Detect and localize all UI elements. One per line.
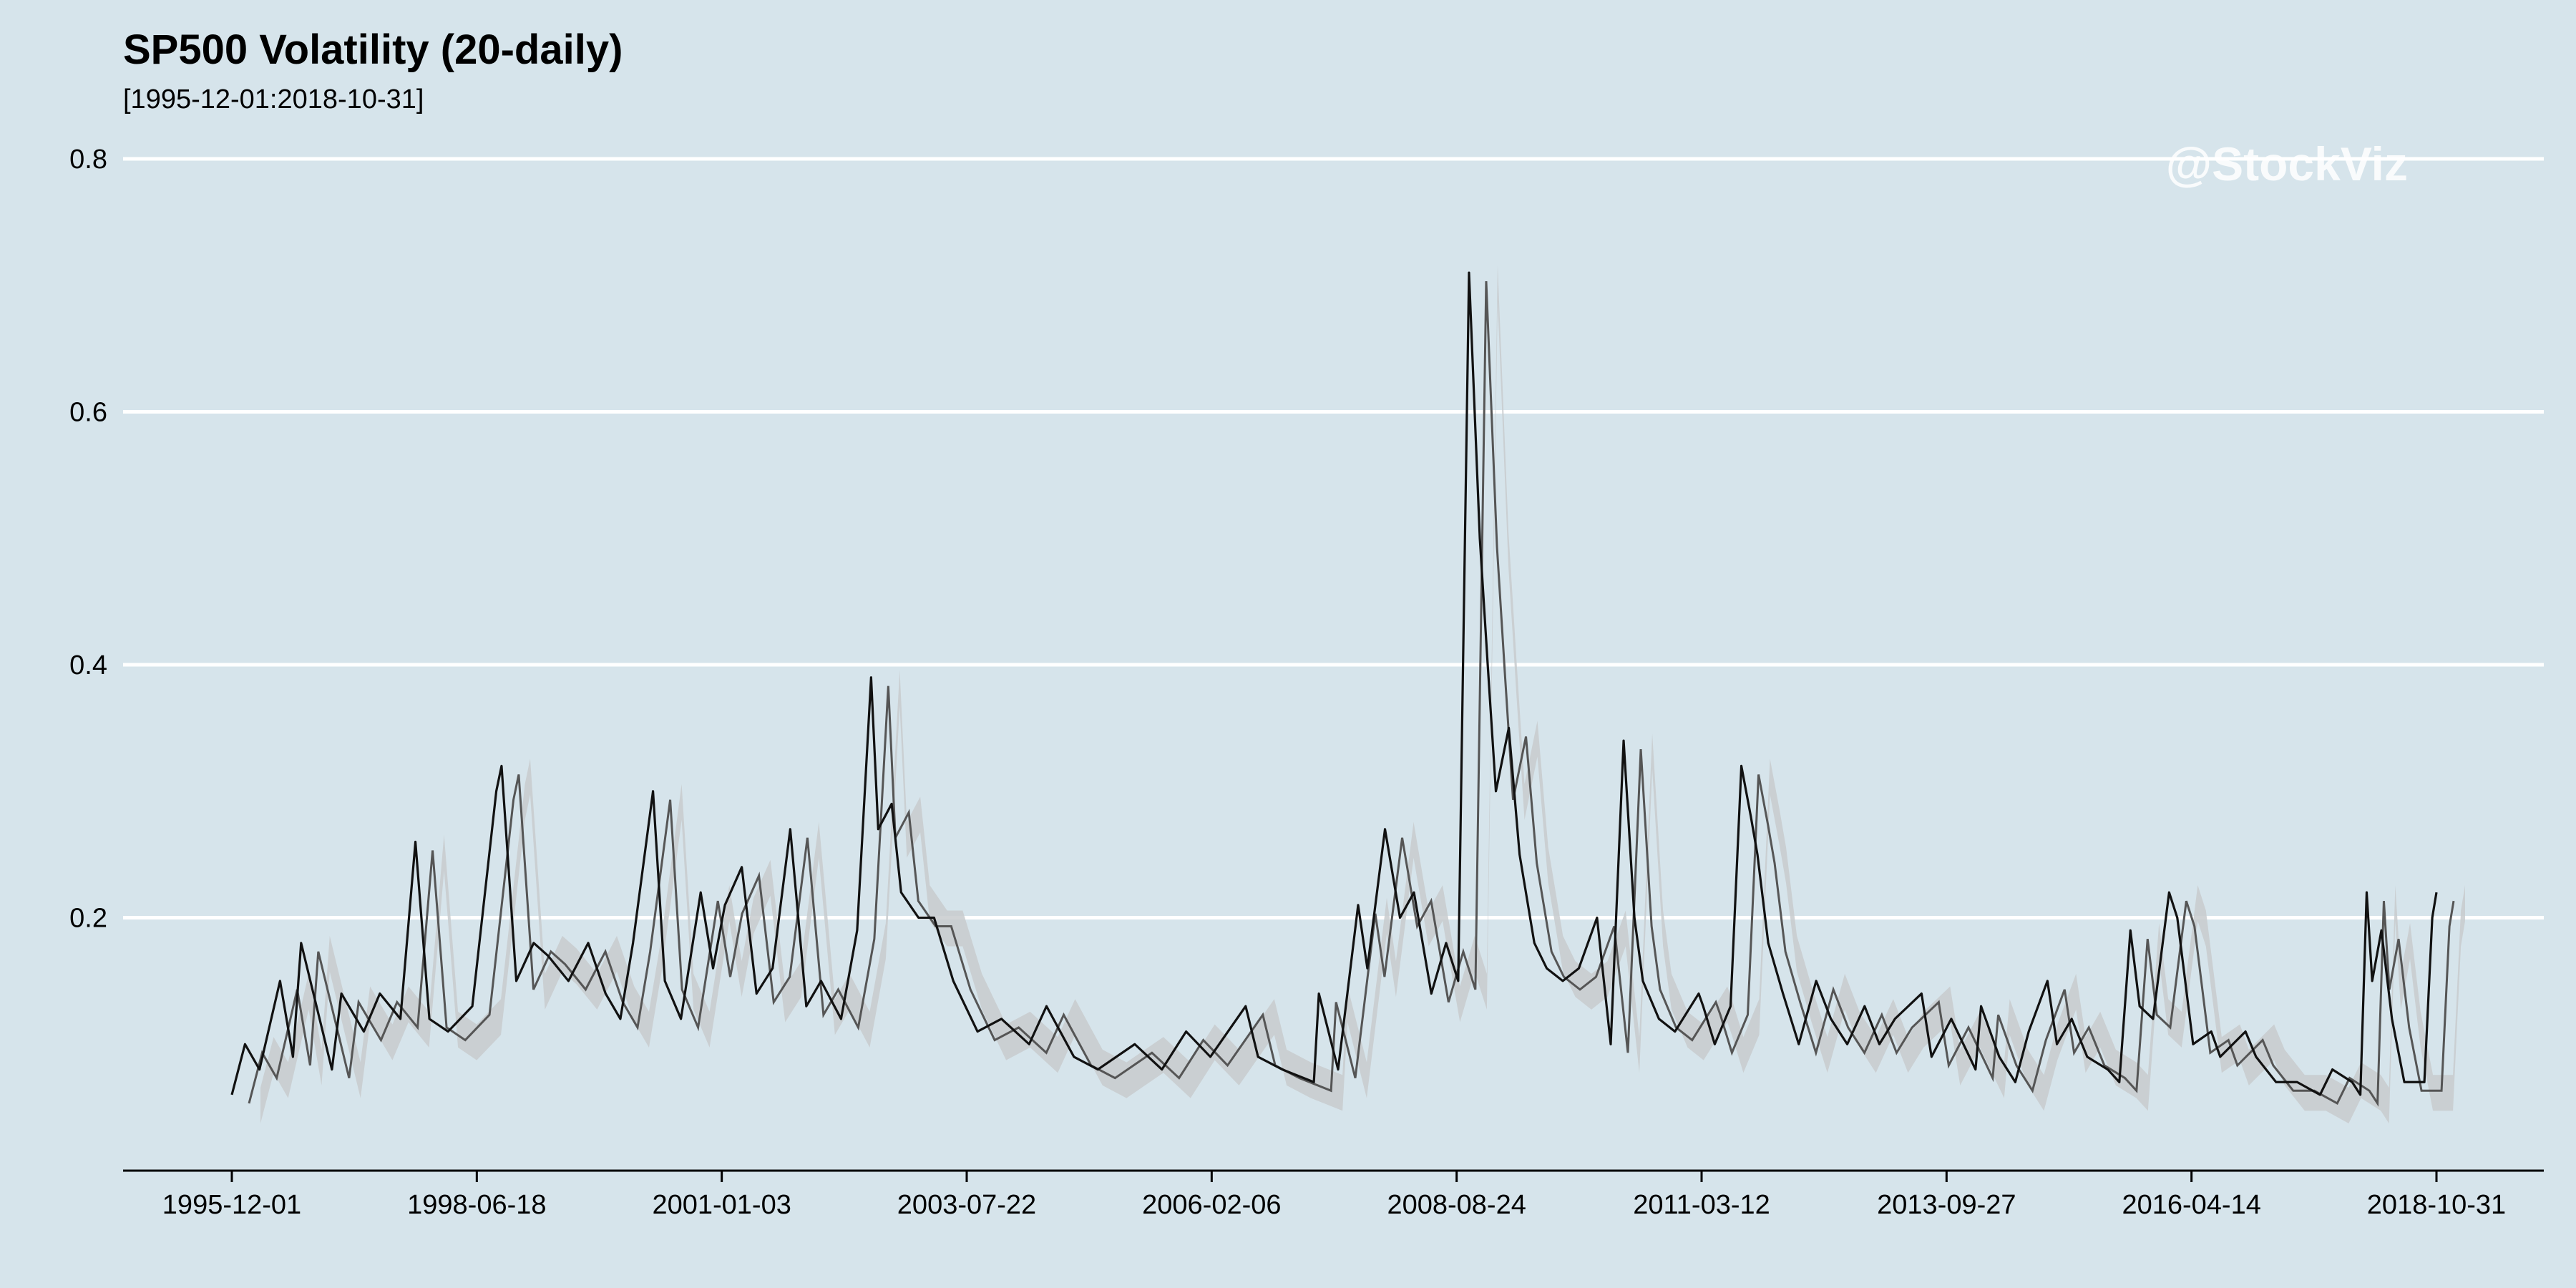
watermark: @StockViz — [2166, 137, 2408, 190]
x-tick-label: 2011-03-12 — [1633, 1190, 1770, 1220]
volatility-band — [260, 265, 2465, 1123]
chart-title: SP500 Volatility (20-daily) — [123, 26, 623, 73]
x-tick-label: 1998-06-18 — [407, 1190, 546, 1220]
y-tick-label: 0.8 — [69, 145, 107, 175]
grid-lines — [123, 157, 2544, 919]
volatility-line — [230, 271, 2438, 1096]
x-tick-label: 2001-01-03 — [652, 1190, 791, 1220]
x-tick-label: 2008-08-24 — [1387, 1190, 1526, 1220]
volatility-band-area — [260, 265, 2465, 1123]
x-tick-label: 1995-12-01 — [162, 1190, 301, 1220]
x-tick-label: 2013-09-27 — [1877, 1190, 2016, 1220]
y-tick-label: 0.2 — [69, 904, 107, 934]
y-tick-label: 0.6 — [69, 398, 107, 428]
x-tick-label: 2016-04-14 — [2122, 1190, 2260, 1220]
y-tick-label: 0.4 — [69, 650, 107, 680]
x-tick-label: 2018-10-31 — [2367, 1190, 2506, 1220]
x-tick-label: 2006-02-06 — [1142, 1190, 1281, 1220]
chart-subtitle: [1995-12-01:2018-10-31] — [123, 84, 424, 114]
volatility-lines — [230, 271, 2455, 1107]
volatility-smoothed-line — [248, 281, 2455, 1107]
axes: 0.2 0.4 0.6 0.8 1995-12-01 1998-06-18 2001-01-… — [69, 145, 2544, 1220]
x-tick-label: 2003-07-22 — [897, 1190, 1036, 1220]
